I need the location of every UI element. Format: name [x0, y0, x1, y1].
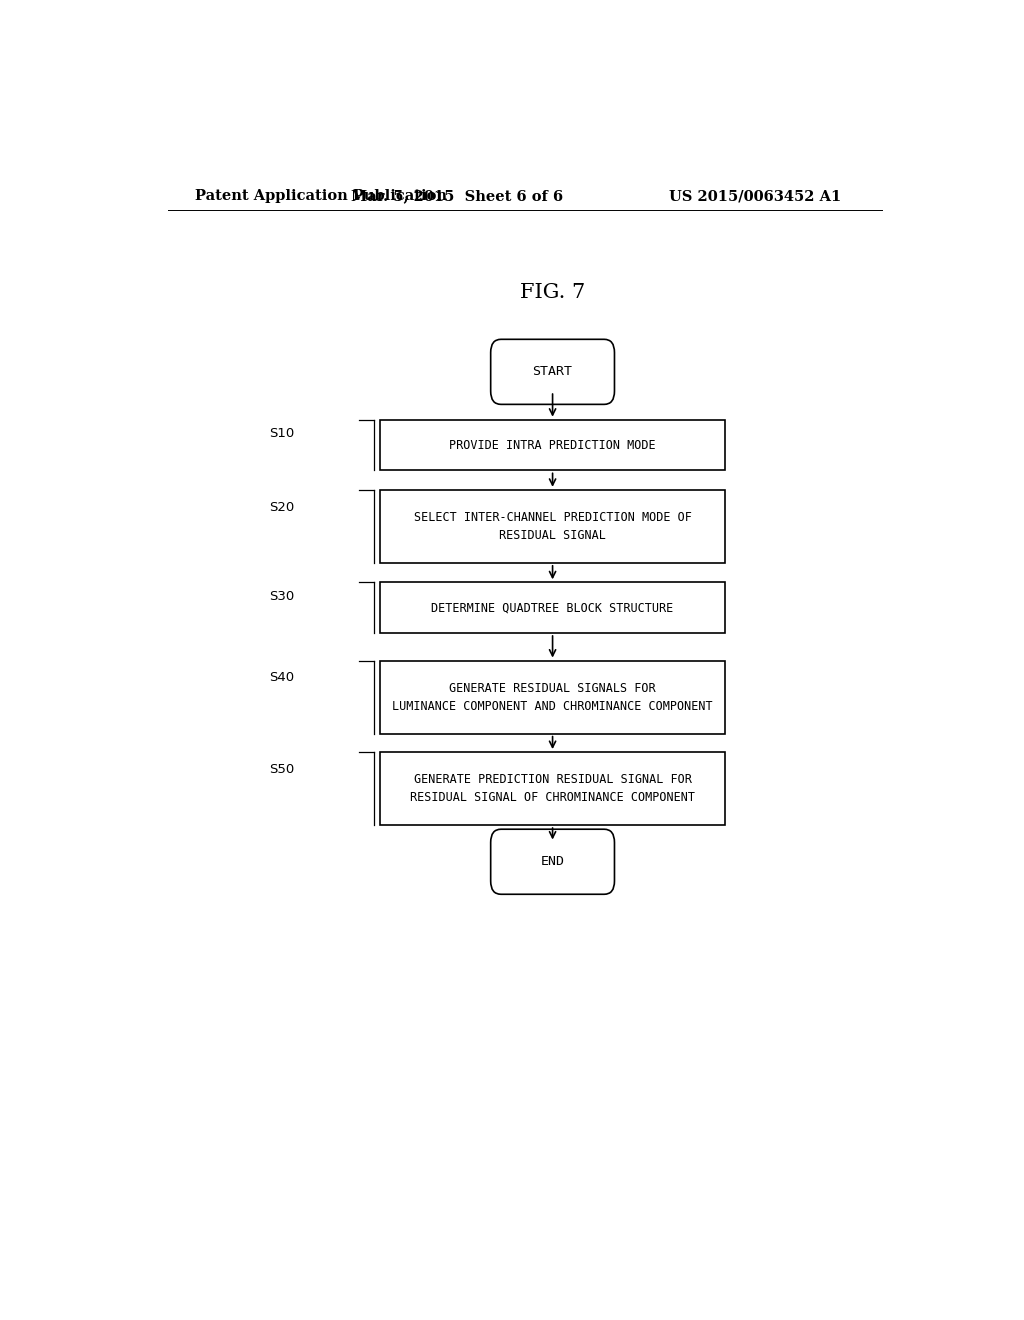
- Text: S20: S20: [269, 500, 295, 513]
- Text: PROVIDE INTRA PREDICTION MODE: PROVIDE INTRA PREDICTION MODE: [450, 438, 656, 451]
- Bar: [380, 660, 725, 734]
- Text: SELECT INTER-CHANNEL PREDICTION MODE OF
RESIDUAL SIGNAL: SELECT INTER-CHANNEL PREDICTION MODE OF …: [414, 511, 691, 541]
- FancyBboxPatch shape: [490, 829, 614, 894]
- Text: S10: S10: [269, 428, 295, 441]
- Text: END: END: [541, 855, 564, 869]
- Text: DETERMINE QUADTREE BLOCK STRUCTURE: DETERMINE QUADTREE BLOCK STRUCTURE: [431, 601, 674, 614]
- Text: Patent Application Publication: Patent Application Publication: [196, 189, 447, 203]
- Text: S50: S50: [269, 763, 295, 776]
- Text: FIG. 7: FIG. 7: [520, 282, 585, 302]
- Bar: [380, 490, 725, 562]
- Bar: [380, 752, 725, 825]
- Text: S30: S30: [269, 590, 295, 603]
- Text: START: START: [532, 366, 572, 379]
- Text: GENERATE RESIDUAL SIGNALS FOR
LUMINANCE COMPONENT AND CHROMINANCE COMPONENT: GENERATE RESIDUAL SIGNALS FOR LUMINANCE …: [392, 681, 713, 713]
- Text: GENERATE PREDICTION RESIDUAL SIGNAL FOR
RESIDUAL SIGNAL OF CHROMINANCE COMPONENT: GENERATE PREDICTION RESIDUAL SIGNAL FOR …: [410, 774, 695, 804]
- FancyBboxPatch shape: [490, 339, 614, 404]
- Text: US 2015/0063452 A1: US 2015/0063452 A1: [669, 189, 841, 203]
- Bar: [380, 582, 725, 634]
- Bar: [380, 420, 725, 470]
- Text: Mar. 5, 2015  Sheet 6 of 6: Mar. 5, 2015 Sheet 6 of 6: [351, 189, 563, 203]
- Text: S40: S40: [269, 672, 295, 685]
